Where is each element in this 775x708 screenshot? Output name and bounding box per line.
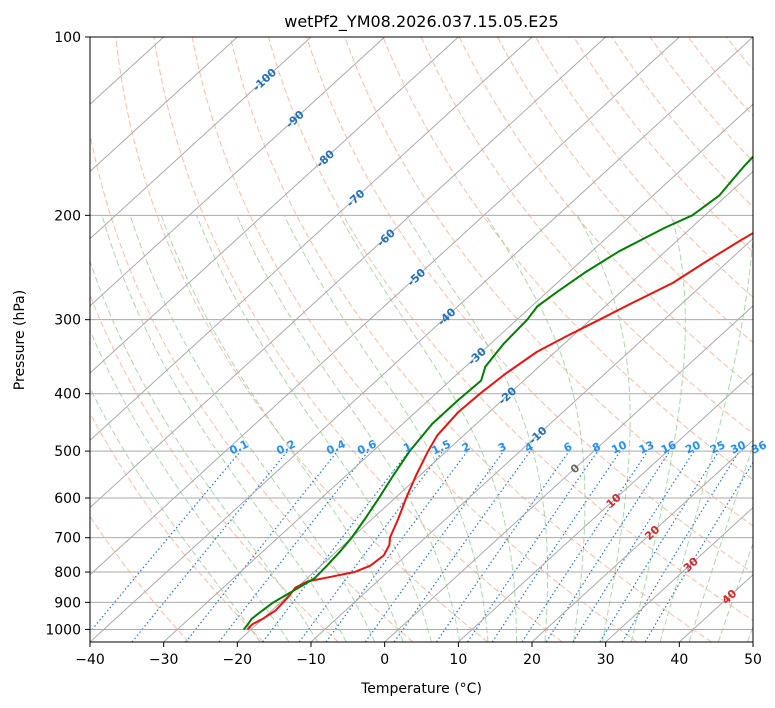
x-tick-label: 0 <box>380 652 389 668</box>
y-tick-label: 800 <box>54 565 81 581</box>
dry-adiabat <box>496 37 753 344</box>
mixing-ratio-label: 16 <box>659 438 679 456</box>
x-axis: −40 −30 −20 −10 0 10 20 30 40 50 <box>75 642 762 668</box>
moist-adiabat <box>659 219 753 642</box>
mixing-ratio-line <box>621 450 740 642</box>
y-tick-label: 500 <box>54 444 81 460</box>
isotherm <box>605 506 753 642</box>
mixing-ratio-line <box>364 450 505 642</box>
mixing-ratio-line <box>545 450 671 642</box>
isotherm <box>457 372 753 642</box>
mixing-ratio-line <box>435 450 570 642</box>
x-tick-label: −20 <box>223 652 253 668</box>
moist-adiabat <box>717 542 753 642</box>
mixing-ratio-label: 10 <box>610 438 630 456</box>
mixing-ratio-line <box>521 450 649 642</box>
moist-adiabat <box>577 215 631 642</box>
grid-layer <box>90 37 753 642</box>
y-tick-label: 200 <box>54 208 81 224</box>
isotherm <box>90 37 533 442</box>
x-tick-label: 10 <box>449 652 467 668</box>
x-tick-label: 20 <box>523 652 541 668</box>
y-tick-label: 900 <box>54 595 81 611</box>
dewpoint-profile <box>242 155 753 631</box>
isotherm <box>90 37 238 173</box>
mixing-ratio-label: 30 <box>729 438 749 456</box>
y-tick-label: 600 <box>54 491 81 507</box>
moist-adiabat <box>485 215 586 642</box>
isotherm <box>531 439 753 642</box>
moist-adiabat <box>160 215 404 642</box>
mixing-ratio-line <box>467 450 599 642</box>
moist-adiabat <box>688 443 753 642</box>
mixing-ratio-line <box>572 450 695 642</box>
x-tick-label: 30 <box>597 652 615 668</box>
x-tick-label: −30 <box>149 652 179 668</box>
moist-adiabat <box>339 215 517 642</box>
mixing-ratio-label: 20 <box>683 438 703 456</box>
temperature-profile <box>246 231 753 631</box>
y-tick-label: 400 <box>54 387 81 403</box>
mixing-ratio-line <box>491 450 621 642</box>
isotherm <box>90 37 607 509</box>
y-tick-label: 1000 <box>45 622 81 638</box>
y-tick-label: 300 <box>54 313 81 329</box>
mixing-ratio-label: 25 <box>708 438 727 456</box>
dry-adiabat <box>90 293 339 642</box>
dry-adiabat <box>90 412 264 642</box>
isotherm <box>90 37 386 307</box>
y-tick-label: 700 <box>54 531 81 547</box>
isotherm <box>90 37 680 576</box>
mixing-ratio-line <box>90 450 242 634</box>
isotherm <box>384 305 753 642</box>
dry-adiabat <box>268 37 753 622</box>
moist-adiabat <box>630 215 686 642</box>
isotherm <box>90 37 459 374</box>
y-tick-label: 100 <box>54 30 81 46</box>
dry-adiabat <box>115 37 488 642</box>
x-axis-title: Temperature (°C) <box>360 681 482 697</box>
isotherm <box>310 237 753 642</box>
y-axis-title: Pressure (hPa) <box>12 290 28 390</box>
mixing-ratio-line <box>262 450 410 642</box>
isotherm <box>163 103 753 642</box>
moist-adiabat <box>129 215 376 642</box>
dry-adiabat <box>90 515 190 642</box>
x-tick-label: 40 <box>670 652 688 668</box>
dry-adiabat <box>535 37 753 298</box>
isotherm <box>90 37 753 642</box>
dry-adiabat <box>191 37 638 642</box>
moist-adiabat <box>101 215 347 642</box>
x-tick-label: 50 <box>744 652 762 668</box>
series-layer <box>242 155 753 631</box>
dry-adiabat <box>458 37 753 389</box>
x-tick-label: −10 <box>296 652 326 668</box>
x-tick-label: −40 <box>75 652 105 668</box>
dry-adiabat <box>306 37 753 574</box>
chart-title: wetPf2_YM08.2026.037.15.05.E25 <box>284 12 558 32</box>
moist-adiabat <box>236 215 461 642</box>
mixing-ratio-label: 36 <box>749 438 769 456</box>
mixing-ratio-line <box>298 450 444 642</box>
dry-adiabat <box>382 37 753 481</box>
mixing-ratio-line <box>325 450 469 642</box>
isotherm <box>90 37 312 240</box>
mixing-ratio-label: 13 <box>637 438 656 456</box>
y-axis: 100 200 300 400 500 600 700 800 900 1000 <box>45 30 90 638</box>
plot-frame <box>89 36 754 643</box>
moist-adiabat <box>405 215 549 642</box>
mixing-ratio-line <box>185 450 339 642</box>
moist-adiabat <box>90 259 319 642</box>
moist-adiabat <box>90 386 261 642</box>
mixing-ratio-line <box>131 450 289 642</box>
